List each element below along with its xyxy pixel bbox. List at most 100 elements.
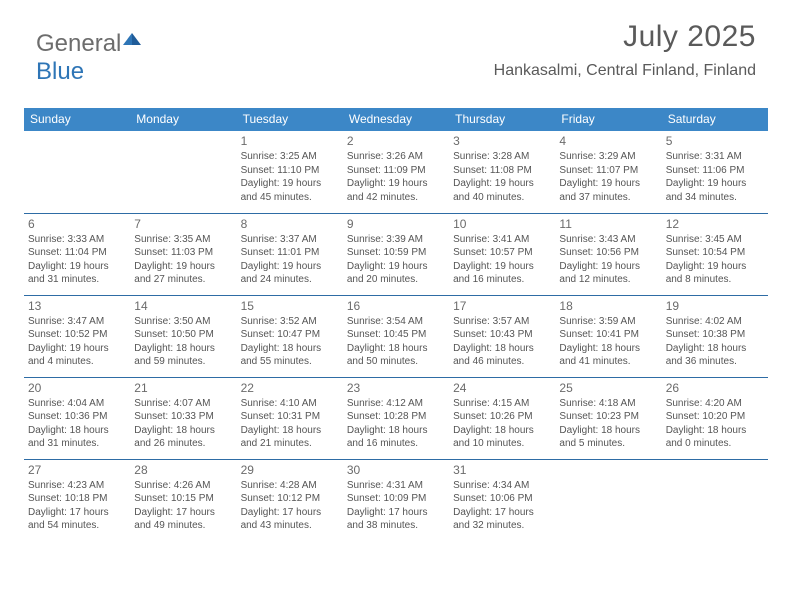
day-number: 22 [241, 380, 339, 396]
brand-part2: Blue [36, 58, 84, 85]
sunrise-line: Sunrise: 3:59 AM [559, 315, 657, 329]
day-number: 26 [666, 380, 764, 396]
weekday-fri: Friday [555, 108, 661, 131]
daylight-line: Daylight: 18 hours and 59 minutes. [134, 342, 232, 369]
calendar-day-cell: 6Sunrise: 3:33 AMSunset: 11:04 PMDayligh… [24, 213, 130, 295]
calendar-day-cell: 11Sunrise: 3:43 AMSunset: 10:56 PMDaylig… [555, 213, 661, 295]
day-number: 27 [28, 462, 126, 478]
sunrise-line: Sunrise: 4:20 AM [666, 397, 764, 411]
calendar-day-cell: 3Sunrise: 3:28 AMSunset: 11:08 PMDayligh… [449, 131, 555, 213]
daylight-line: Daylight: 17 hours and 54 minutes. [28, 506, 126, 533]
calendar-day-cell: 20Sunrise: 4:04 AMSunset: 10:36 PMDaylig… [24, 377, 130, 459]
sunset-line: Sunset: 10:56 PM [559, 246, 657, 260]
calendar-day-cell: 5Sunrise: 3:31 AMSunset: 11:06 PMDayligh… [662, 131, 768, 213]
daylight-line: Daylight: 18 hours and 16 minutes. [347, 424, 445, 451]
calendar-day-cell: 8Sunrise: 3:37 AMSunset: 11:01 PMDayligh… [237, 213, 343, 295]
sunrise-line: Sunrise: 3:54 AM [347, 315, 445, 329]
calendar-day-cell: 13Sunrise: 3:47 AMSunset: 10:52 PMDaylig… [24, 295, 130, 377]
calendar-day-cell: 31Sunrise: 4:34 AMSunset: 10:06 PMDaylig… [449, 459, 555, 541]
month-title: July 2025 [494, 20, 756, 54]
day-number: 12 [666, 216, 764, 232]
daylight-line: Daylight: 18 hours and 55 minutes. [241, 342, 339, 369]
sunset-line: Sunset: 10:47 PM [241, 328, 339, 342]
daylight-line: Daylight: 19 hours and 45 minutes. [241, 177, 339, 204]
weekday-sat: Saturday [662, 108, 768, 131]
daylight-line: Daylight: 18 hours and 10 minutes. [453, 424, 551, 451]
title-block: July 2025 Hankasalmi, Central Finland, F… [494, 20, 756, 80]
calendar-day-cell: 23Sunrise: 4:12 AMSunset: 10:28 PMDaylig… [343, 377, 449, 459]
calendar-day-cell [555, 459, 661, 541]
calendar-week-row: 27Sunrise: 4:23 AMSunset: 10:18 PMDaylig… [24, 459, 768, 541]
day-number: 4 [559, 133, 657, 149]
calendar-day-cell: 19Sunrise: 4:02 AMSunset: 10:38 PMDaylig… [662, 295, 768, 377]
sunset-line: Sunset: 11:06 PM [666, 164, 764, 178]
daylight-line: Daylight: 19 hours and 40 minutes. [453, 177, 551, 204]
sunrise-line: Sunrise: 4:31 AM [347, 479, 445, 493]
sunrise-line: Sunrise: 4:02 AM [666, 315, 764, 329]
calendar-day-cell: 18Sunrise: 3:59 AMSunset: 10:41 PMDaylig… [555, 295, 661, 377]
sunset-line: Sunset: 10:33 PM [134, 410, 232, 424]
weekday-thu: Thursday [449, 108, 555, 131]
sunrise-line: Sunrise: 3:47 AM [28, 315, 126, 329]
sunset-line: Sunset: 10:38 PM [666, 328, 764, 342]
sunrise-line: Sunrise: 3:52 AM [241, 315, 339, 329]
sunrise-line: Sunrise: 3:28 AM [453, 150, 551, 164]
day-number: 5 [666, 133, 764, 149]
daylight-line: Daylight: 19 hours and 27 minutes. [134, 260, 232, 287]
sunset-line: Sunset: 10:54 PM [666, 246, 764, 260]
sunrise-line: Sunrise: 4:10 AM [241, 397, 339, 411]
calendar-day-cell: 12Sunrise: 3:45 AMSunset: 10:54 PMDaylig… [662, 213, 768, 295]
sunset-line: Sunset: 11:08 PM [453, 164, 551, 178]
sunrise-line: Sunrise: 3:25 AM [241, 150, 339, 164]
calendar-day-cell: 14Sunrise: 3:50 AMSunset: 10:50 PMDaylig… [130, 295, 236, 377]
day-number: 10 [453, 216, 551, 232]
daylight-line: Daylight: 19 hours and 31 minutes. [28, 260, 126, 287]
day-number: 16 [347, 298, 445, 314]
day-number: 31 [453, 462, 551, 478]
calendar-day-cell: 29Sunrise: 4:28 AMSunset: 10:12 PMDaylig… [237, 459, 343, 541]
sunset-line: Sunset: 10:18 PM [28, 492, 126, 506]
sunset-line: Sunset: 10:50 PM [134, 328, 232, 342]
sunset-line: Sunset: 10:36 PM [28, 410, 126, 424]
brand-mark-icon [123, 24, 141, 38]
day-number: 23 [347, 380, 445, 396]
daylight-line: Daylight: 17 hours and 38 minutes. [347, 506, 445, 533]
brand-logo: General Blue [36, 24, 141, 86]
calendar-day-cell: 28Sunrise: 4:26 AMSunset: 10:15 PMDaylig… [130, 459, 236, 541]
sunset-line: Sunset: 10:12 PM [241, 492, 339, 506]
daylight-line: Daylight: 18 hours and 0 minutes. [666, 424, 764, 451]
calendar-day-cell: 26Sunrise: 4:20 AMSunset: 10:20 PMDaylig… [662, 377, 768, 459]
weekday-tue: Tuesday [237, 108, 343, 131]
calendar-day-cell: 24Sunrise: 4:15 AMSunset: 10:26 PMDaylig… [449, 377, 555, 459]
daylight-line: Daylight: 17 hours and 49 minutes. [134, 506, 232, 533]
sunset-line: Sunset: 11:03 PM [134, 246, 232, 260]
sunset-line: Sunset: 10:43 PM [453, 328, 551, 342]
daylight-line: Daylight: 18 hours and 50 minutes. [347, 342, 445, 369]
sunset-line: Sunset: 11:04 PM [28, 246, 126, 260]
calendar-day-cell: 7Sunrise: 3:35 AMSunset: 11:03 PMDayligh… [130, 213, 236, 295]
sunrise-line: Sunrise: 3:33 AM [28, 233, 126, 247]
sunset-line: Sunset: 11:09 PM [347, 164, 445, 178]
day-number: 28 [134, 462, 232, 478]
day-number: 20 [28, 380, 126, 396]
sunset-line: Sunset: 10:31 PM [241, 410, 339, 424]
day-number: 29 [241, 462, 339, 478]
sunset-line: Sunset: 11:07 PM [559, 164, 657, 178]
daylight-line: Daylight: 19 hours and 4 minutes. [28, 342, 126, 369]
day-number: 13 [28, 298, 126, 314]
sunset-line: Sunset: 10:06 PM [453, 492, 551, 506]
daylight-line: Daylight: 18 hours and 41 minutes. [559, 342, 657, 369]
calendar-week-row: 20Sunrise: 4:04 AMSunset: 10:36 PMDaylig… [24, 377, 768, 459]
sunrise-line: Sunrise: 4:07 AM [134, 397, 232, 411]
sunrise-line: Sunrise: 4:26 AM [134, 479, 232, 493]
sunset-line: Sunset: 10:09 PM [347, 492, 445, 506]
daylight-line: Daylight: 18 hours and 31 minutes. [28, 424, 126, 451]
calendar-day-cell: 2Sunrise: 3:26 AMSunset: 11:09 PMDayligh… [343, 131, 449, 213]
calendar-day-cell: 25Sunrise: 4:18 AMSunset: 10:23 PMDaylig… [555, 377, 661, 459]
sunrise-line: Sunrise: 4:18 AM [559, 397, 657, 411]
calendar-week-row: 13Sunrise: 3:47 AMSunset: 10:52 PMDaylig… [24, 295, 768, 377]
calendar-day-cell: 15Sunrise: 3:52 AMSunset: 10:47 PMDaylig… [237, 295, 343, 377]
daylight-line: Daylight: 19 hours and 12 minutes. [559, 260, 657, 287]
day-number: 24 [453, 380, 551, 396]
day-number: 6 [28, 216, 126, 232]
